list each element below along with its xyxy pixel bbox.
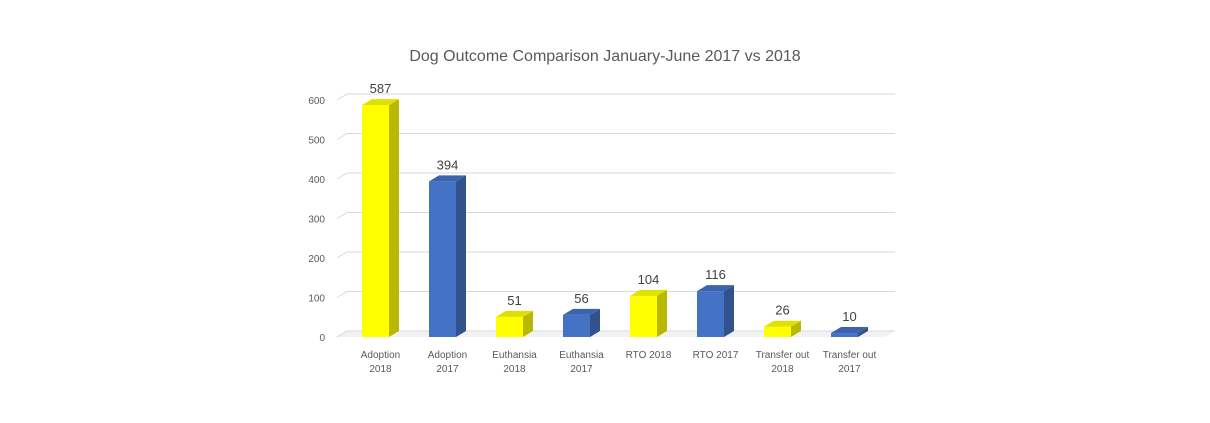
chart-floor <box>337 331 895 337</box>
y-tick-label: 100 <box>308 294 325 305</box>
x-category-label: Adoption 2018 <box>361 350 400 375</box>
bar-7 <box>764 320 801 337</box>
data-label: 51 <box>507 293 521 308</box>
x-category-label: RTO 2018 <box>626 350 672 361</box>
x-category-label: Adoption 2017 <box>428 350 467 375</box>
x-category-line: 2017 <box>436 364 459 375</box>
bar-front <box>362 105 389 337</box>
bar-top <box>831 327 868 334</box>
bar-5 <box>630 289 667 337</box>
x-category-label: Transfer out 2018 <box>756 350 810 375</box>
y-tick-label: 0 <box>319 333 325 344</box>
x-category-line: 2017 <box>570 364 593 375</box>
y-tick-label: 600 <box>308 96 325 107</box>
bar-side <box>657 289 667 337</box>
y-tick-label: 500 <box>308 136 325 147</box>
bar-side <box>389 99 399 337</box>
bar-front <box>764 326 791 337</box>
bar-front <box>496 316 523 337</box>
gridline-diag <box>336 251 348 259</box>
bar-4 <box>563 308 600 337</box>
x-category-label: RTO 2017 <box>693 350 739 361</box>
bar-1 <box>362 99 399 337</box>
bar-8 <box>831 327 868 337</box>
bar-side <box>858 327 868 337</box>
x-category-line: RTO 2017 <box>693 350 739 361</box>
bar-top <box>429 175 466 182</box>
bar-side <box>590 308 600 337</box>
bar-top <box>362 99 399 106</box>
x-category-line: 2017 <box>838 364 861 375</box>
x-category-line: 2018 <box>503 364 526 375</box>
x-category-label: Euthansia 2018 <box>492 350 537 375</box>
bar-front <box>831 333 858 337</box>
data-label: 26 <box>775 303 789 318</box>
x-category-label: Euthansia 2017 <box>559 350 604 375</box>
x-category-line: Euthansia <box>559 350 604 361</box>
y-tick-label: 200 <box>308 254 325 265</box>
bar-side <box>523 310 533 337</box>
data-label: 587 <box>370 81 392 96</box>
bar-front <box>697 291 724 337</box>
data-label: 116 <box>705 267 726 282</box>
gridline-diag <box>336 172 348 180</box>
bar-front <box>630 295 657 337</box>
bar-front <box>563 314 590 337</box>
bar-side <box>724 285 734 337</box>
x-category-line: Transfer out <box>756 350 810 361</box>
gridline-diag <box>336 133 348 140</box>
x-category-line: 2018 <box>369 364 392 375</box>
gridline-diag <box>336 330 348 338</box>
bar-top <box>697 285 734 292</box>
data-label: 10 <box>842 309 856 324</box>
x-category-line: Euthansia <box>492 350 537 361</box>
data-label: 56 <box>574 291 588 306</box>
bar-top <box>764 320 801 327</box>
x-category-line: Transfer out <box>823 350 877 361</box>
gridline-diag <box>336 93 348 101</box>
x-category-label: Transfer out 2017 <box>823 350 877 375</box>
bar-top <box>630 289 667 296</box>
gridline-diag <box>336 212 348 219</box>
y-tick-label: 400 <box>308 175 325 186</box>
x-category-line: RTO 2018 <box>626 350 672 361</box>
bar-6 <box>697 285 734 337</box>
bar-side <box>456 175 466 337</box>
data-label: 394 <box>437 157 459 172</box>
gridline-diag <box>336 291 348 298</box>
x-category-line: Adoption <box>361 350 400 361</box>
x-category-line: Adoption <box>428 350 467 361</box>
chart-title: Dog Outcome Comparison January-June 2017… <box>409 48 801 65</box>
bar-front <box>429 181 456 337</box>
y-tick-label: 300 <box>308 215 325 226</box>
bar-side <box>791 320 801 337</box>
bar-top <box>563 308 600 315</box>
bar-3 <box>496 310 533 337</box>
bar-2 <box>429 175 466 337</box>
x-category-line: 2018 <box>771 364 794 375</box>
bar-top <box>496 310 533 317</box>
data-label: 104 <box>638 272 660 287</box>
